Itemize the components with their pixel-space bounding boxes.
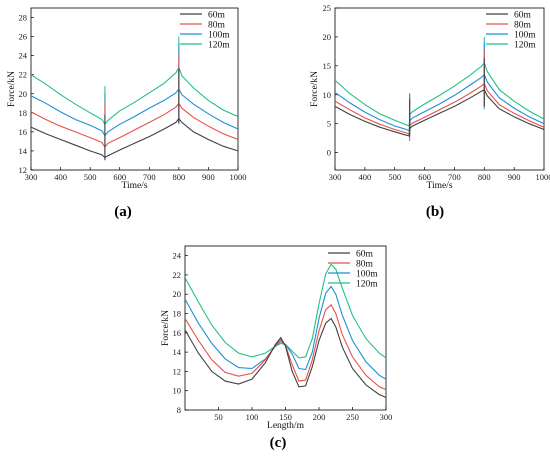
chart-panel-3: 50 100 150 200 250 300 8 10 12 14 16 18 20 22 24 Length… xyxy=(161,245,393,451)
series-line-80m xyxy=(185,303,386,391)
series-line-120m xyxy=(31,65,238,126)
x-tick-label: 500 xyxy=(388,172,401,182)
x-tick-label: 700 xyxy=(143,172,156,182)
series-group xyxy=(185,263,386,399)
y-tick-label: 20 xyxy=(323,32,332,42)
series-line-60m xyxy=(335,88,544,137)
y-tick-label: 16 xyxy=(19,127,28,137)
y-tick-label: 24 xyxy=(19,51,28,61)
legend-label-80m: 80m xyxy=(208,21,226,31)
x-tick-label: 300 xyxy=(380,412,393,422)
legend-label-100m: 100m xyxy=(514,31,536,41)
legend-label-80m: 80m xyxy=(356,260,374,270)
x-tick-label: 200 xyxy=(313,412,326,422)
legend-label-100m: 100m xyxy=(356,270,378,280)
x-tick-label: 900 xyxy=(508,172,521,182)
series-line-100m xyxy=(31,87,238,137)
y-tick-label: 18 xyxy=(19,108,28,118)
x-tick-label: 900 xyxy=(202,172,215,182)
y-tick-label: 5 xyxy=(327,119,331,129)
y-tick-label: 12 xyxy=(173,366,182,376)
legend-label-60m: 60m xyxy=(514,11,532,21)
y-tick-label: 15 xyxy=(323,61,332,71)
x-tick-label: 1000 xyxy=(230,172,247,182)
y-axis-label: Force/kN xyxy=(161,310,171,346)
y-tick-label: 24 xyxy=(173,251,182,261)
legend-label-60m: 60m xyxy=(356,250,374,260)
y-tick-label: 10 xyxy=(173,386,182,396)
x-tick-label: 1000 xyxy=(536,172,550,182)
legend-label-80m: 80m xyxy=(514,21,532,31)
series-group xyxy=(31,36,238,161)
y-tick-label: 25 xyxy=(323,3,332,13)
x-tick-label: 50 xyxy=(214,412,223,422)
legend-label-120m: 120m xyxy=(208,41,230,51)
x-tick-label: 100 xyxy=(246,412,259,422)
y-tick-label: 26 xyxy=(19,32,28,42)
y-axis-label: Force/kN xyxy=(310,71,320,107)
series-line-120m xyxy=(185,263,386,359)
x-axis-label: Length/m xyxy=(267,421,305,431)
x-tick-label: 400 xyxy=(358,172,371,182)
plot-frame xyxy=(334,7,545,171)
x-axis-label: Time/s xyxy=(121,181,147,191)
legend-label-60m: 60m xyxy=(208,11,226,21)
y-tick-label: 18 xyxy=(173,309,182,319)
y-tick-label: 10 xyxy=(323,90,332,100)
series-line-80m xyxy=(31,102,238,149)
plot-frame xyxy=(30,7,239,171)
panel-label: (b) xyxy=(426,204,444,220)
x-tick-label: 150 xyxy=(279,412,292,422)
x-tick-label: 600 xyxy=(418,172,431,182)
series-line-120m xyxy=(335,61,544,127)
x-tick-label: 800 xyxy=(172,172,185,182)
y-tick-label: 20 xyxy=(173,289,182,299)
y-tick-label: 22 xyxy=(19,70,28,80)
y-tick-label: 22 xyxy=(173,270,182,280)
x-tick-label: 400 xyxy=(54,172,67,182)
y-tick-label: 20 xyxy=(19,89,28,99)
panel-label: (a) xyxy=(114,204,132,220)
series-line-100m xyxy=(185,285,386,380)
y-tick-label: 14 xyxy=(19,146,28,156)
x-tick-label: 300 xyxy=(329,172,342,182)
y-tick-label: 14 xyxy=(173,347,182,357)
chart-panel-2: 300 400 500 600 700 800 900 1000 0 5 10 15 20 25 Time/… xyxy=(310,3,550,220)
y-tick-label: 0 xyxy=(327,148,331,158)
y-tick-label: 8 xyxy=(177,405,181,415)
y-axis-label: Force/kN xyxy=(7,71,17,107)
x-tick-label: 700 xyxy=(448,172,461,182)
legend-label-120m: 120m xyxy=(514,41,536,51)
series-line-100m xyxy=(335,73,544,132)
series-line-60m xyxy=(185,317,386,399)
y-tick-label: 28 xyxy=(19,13,28,23)
legend-label-100m: 100m xyxy=(208,31,230,41)
x-tick-label: 300 xyxy=(25,172,38,182)
panel-label: (c) xyxy=(270,435,287,451)
y-tick-label: 12 xyxy=(19,165,28,175)
x-tick-label: 800 xyxy=(478,172,491,182)
series-line-60m xyxy=(31,117,238,159)
x-axis-label: Time/s xyxy=(426,181,452,191)
x-tick-label: 250 xyxy=(346,412,359,422)
chart-panel-1: 300 400 500 600 700 800 900 1000 12 14 16 18 20 22 24 2… xyxy=(7,7,247,220)
y-tick-label: 16 xyxy=(173,328,182,338)
x-tick-label: 600 xyxy=(113,172,126,182)
x-tick-label: 500 xyxy=(84,172,97,182)
series-line-80m xyxy=(335,82,544,135)
legend-label-120m: 120m xyxy=(356,280,378,290)
series-group xyxy=(335,36,544,142)
